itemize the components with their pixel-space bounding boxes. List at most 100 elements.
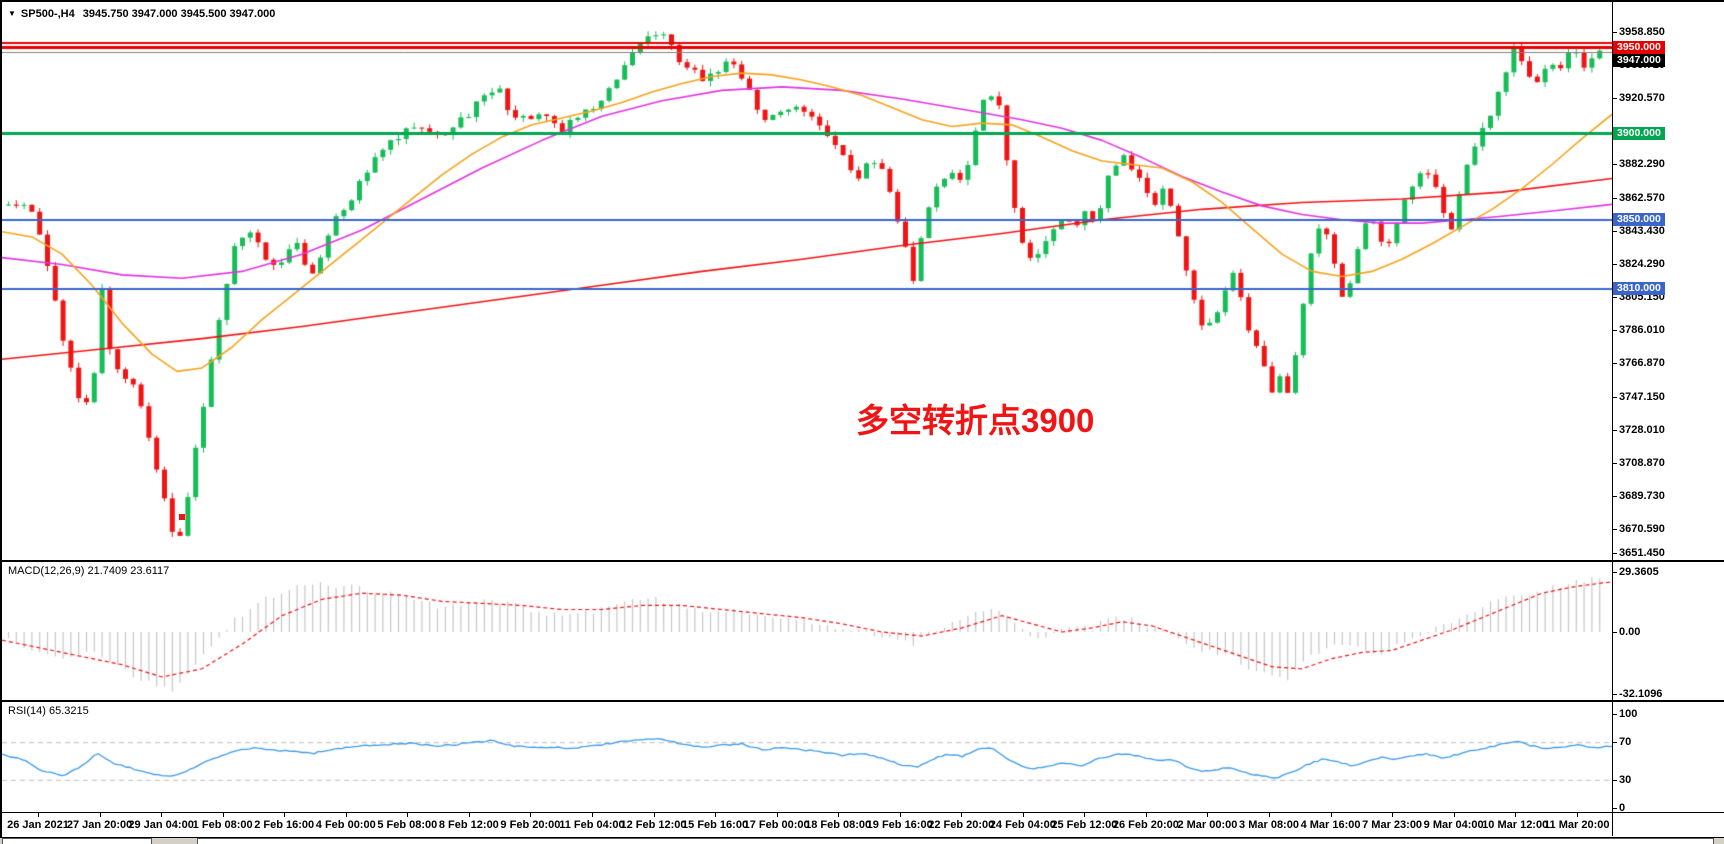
price-axis-label: 3689.730 — [1619, 490, 1665, 502]
macd-axis-label: 0.00 — [1619, 626, 1641, 638]
price-axis-badge: 3950.000 — [1613, 40, 1665, 54]
time-axis-label: 12 Feb 12:00 — [620, 819, 687, 831]
price-axis-tick — [1612, 553, 1617, 554]
time-axis-tick — [1207, 813, 1208, 817]
chart-symbol-label: SP500-,H4 — [20, 8, 75, 20]
time-axis-tick — [284, 813, 285, 817]
time-axis-tick — [777, 813, 778, 817]
rsi-axis-label: 100 — [1619, 708, 1638, 720]
price-axis-tick — [1612, 264, 1617, 265]
time-axis-tick — [592, 813, 593, 817]
time-axis-tick — [1146, 813, 1147, 817]
price-axis-tick — [1612, 198, 1617, 199]
price-axis-label: 3651.450 — [1619, 547, 1665, 559]
low-marker-icon — [179, 514, 185, 520]
time-axis-tick — [469, 813, 470, 817]
time-axis-label: 17 Feb 00:00 — [743, 819, 810, 831]
price-axis-badge: 3947.000 — [1613, 53, 1665, 67]
rsi-axis-tick — [1612, 780, 1617, 781]
price-axis-label: 3728.010 — [1619, 424, 1665, 436]
macd-axis-tick — [1612, 572, 1617, 573]
price-axis-label: 3670.590 — [1619, 523, 1665, 535]
price-axis-label: 3747.150 — [1619, 391, 1665, 403]
time-axis-label: 9 Mar 04:00 — [1423, 819, 1484, 831]
rsi-axis-tick — [1612, 742, 1617, 743]
time-axis-tick — [1269, 813, 1270, 817]
price-axis-tick — [1612, 430, 1617, 431]
time-axis-label: 11 Feb 04:00 — [559, 819, 625, 831]
time-axis-tick — [223, 813, 224, 817]
time-axis-tick — [1392, 813, 1393, 817]
time-axis-tick — [1331, 813, 1332, 817]
price-axis-tick — [1612, 32, 1617, 33]
time-axis-label: 24 Feb 04:00 — [989, 819, 1056, 831]
price-axis-label: 3824.290 — [1619, 258, 1665, 270]
chart-tab-partial[interactable] — [2, 838, 152, 844]
macd-indicator-label: MACD(12,26,9) 21.7409 23.6117 — [8, 565, 170, 577]
chart-annotation-text: 多空转折点3900 — [856, 402, 1095, 439]
time-axis-label: 22 Feb 20:00 — [928, 819, 995, 831]
time-axis-label: 2 Mar 00:00 — [1177, 819, 1238, 831]
time-axis-tick — [1023, 813, 1024, 817]
price-axis-label: 3766.870 — [1619, 357, 1665, 369]
price-axis-badge: 3810.000 — [1613, 282, 1665, 296]
time-axis-label: 10 Mar 12:00 — [1482, 819, 1549, 831]
bottom-border — [0, 837, 1724, 838]
time-axis-label: 2 Feb 16:00 — [254, 819, 315, 831]
time-axis-label: 15 Feb 16:00 — [682, 819, 749, 831]
price-axis-line — [1612, 2, 1613, 836]
price-axis-tick — [1612, 98, 1617, 99]
price-axis-label: 3882.290 — [1619, 158, 1665, 170]
rsi-axis-tick — [1612, 714, 1617, 715]
time-axis-label: 3 Mar 08:00 — [1239, 819, 1299, 831]
price-axis-tick — [1612, 529, 1617, 530]
symbol-dropdown-icon: ▼ — [8, 9, 16, 18]
macd-axis-tick — [1612, 694, 1617, 695]
macd-axis-label: -32.1096 — [1619, 688, 1663, 700]
rsi-axis-label: 30 — [1619, 773, 1632, 786]
panel-divider-macd-rsi[interactable] — [0, 700, 1724, 702]
time-axis-label: 25 Feb 12:00 — [1051, 819, 1118, 831]
price-axis-label: 3920.570 — [1619, 92, 1665, 104]
time-axis-label: 4 Mar 16:00 — [1300, 819, 1361, 831]
main-chart-canvas[interactable] — [2, 4, 1612, 560]
macd-canvas[interactable] — [2, 562, 1612, 700]
time-axis-label: 27 Jan 20:00 — [66, 819, 133, 831]
time-axis-tick — [161, 813, 162, 817]
time-axis-tick — [961, 813, 962, 817]
time-axis-label: 1 Feb 08:00 — [192, 819, 253, 831]
panel-divider-main-macd[interactable] — [0, 560, 1724, 562]
time-axis-tick — [38, 813, 39, 817]
time-axis-label: 9 Feb 20:00 — [500, 819, 561, 831]
time-axis-label: 26 Feb 20:00 — [1112, 819, 1179, 831]
time-axis-label: 8 Feb 12:00 — [438, 819, 499, 831]
time-axis-tick — [407, 813, 408, 817]
rsi-axis-label: 0 — [1619, 802, 1626, 814]
time-axis-label: 11 Mar 20:00 — [1544, 819, 1610, 831]
price-axis-tick — [1612, 397, 1617, 398]
price-axis-tick — [1612, 297, 1617, 298]
time-axis-top-border — [0, 812, 1724, 813]
time-axis-label: 19 Feb 16:00 — [866, 819, 933, 831]
time-axis-label: 4 Feb 00:00 — [315, 819, 376, 831]
chart-tab-partial[interactable] — [197, 838, 1714, 844]
time-axis-label: 7 Mar 23:00 — [1362, 819, 1423, 831]
window-left-border — [0, 2, 2, 844]
time-axis-label: 26 Jan 2021 — [7, 819, 69, 831]
price-axis-badge: 3900.000 — [1613, 126, 1665, 140]
time-axis-tick — [346, 813, 347, 817]
price-axis-label: 3786.010 — [1619, 324, 1665, 336]
time-axis-label: 29 Jan 04:00 — [128, 819, 194, 831]
time-axis-label: 5 Feb 08:00 — [377, 819, 438, 831]
bottom-tab-strip — [0, 838, 1724, 844]
time-axis-tick — [100, 813, 101, 817]
price-axis-label: 3862.570 — [1619, 192, 1665, 204]
price-axis-label: 3708.870 — [1619, 457, 1665, 469]
rsi-canvas[interactable] — [2, 702, 1612, 812]
price-axis-tick — [1612, 463, 1617, 464]
macd-axis-label: 29.3605 — [1619, 566, 1659, 578]
time-axis-tick — [530, 813, 531, 817]
time-axis-tick — [715, 813, 716, 817]
price-axis-tick — [1612, 496, 1617, 497]
rsi-axis-tick — [1612, 808, 1617, 809]
